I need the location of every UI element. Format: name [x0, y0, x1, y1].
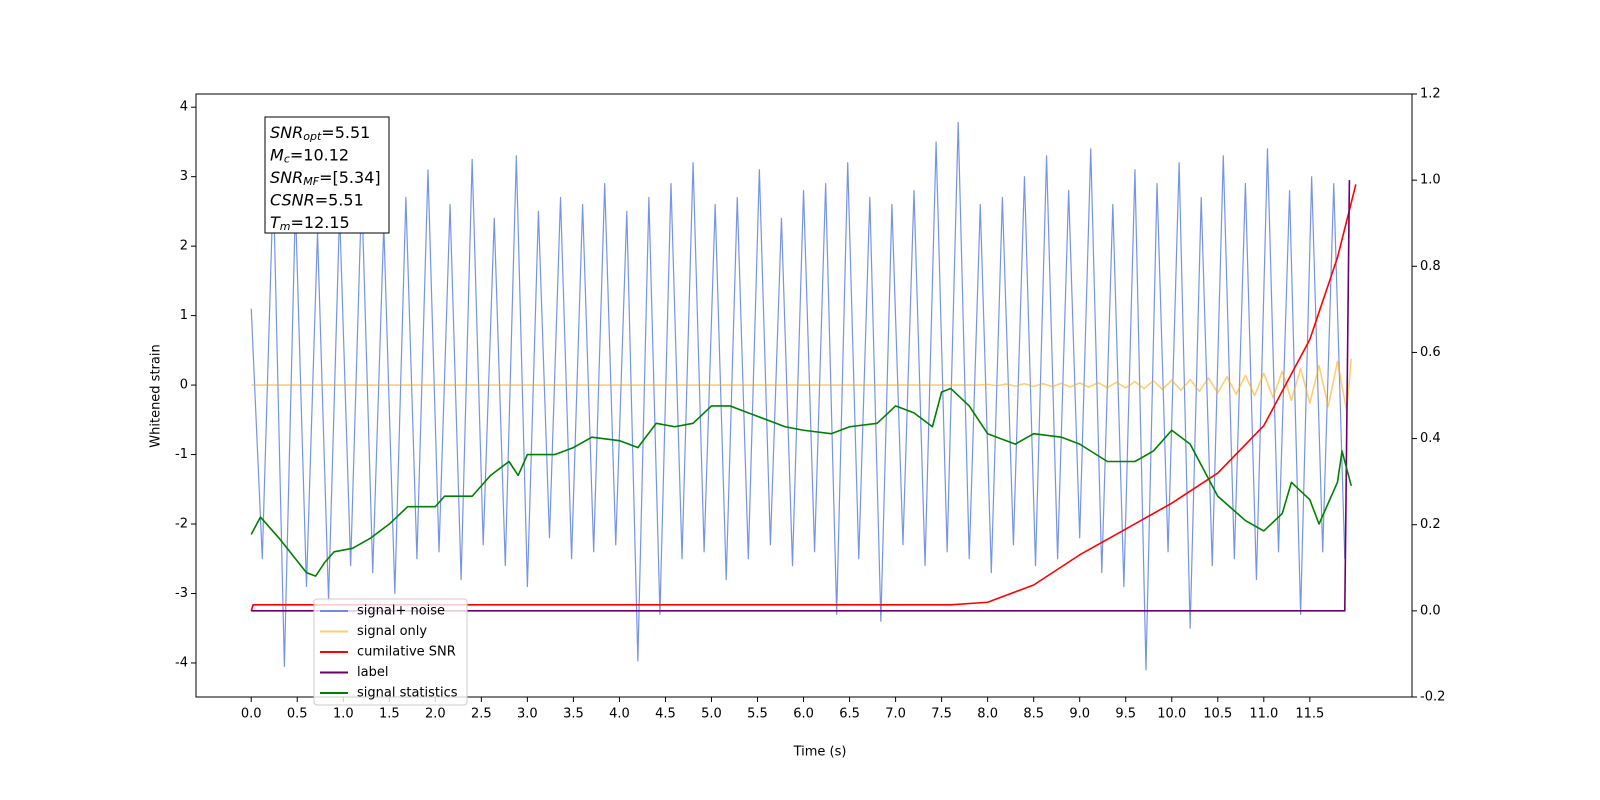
- annotation-value: =10.12: [290, 145, 349, 164]
- series-line: [250, 387, 1353, 577]
- x-tick-label: 6.5: [839, 707, 860, 722]
- annotation-symbol: SNR: [270, 123, 303, 142]
- y2-tick-label: 0.8: [1420, 259, 1441, 274]
- x-tick-label: 11.5: [1295, 707, 1324, 722]
- y-tick-label: -1: [175, 447, 188, 462]
- annotation-value: =12.15: [291, 213, 350, 232]
- x-tick-label: 2.0: [425, 707, 446, 722]
- x-tick-label: 3.5: [563, 707, 584, 722]
- annotation-subscript: c: [284, 153, 290, 166]
- series-line: [250, 184, 1357, 612]
- x-tick-label: 9.0: [1069, 707, 1090, 722]
- series-line: [251, 358, 1353, 412]
- annotation-line: Mc=10.12: [270, 145, 349, 166]
- x-tick-label: 1.0: [333, 707, 354, 722]
- x-tick-label: 6.0: [793, 707, 814, 722]
- x-tick-label: 8.0: [977, 707, 998, 722]
- annotation-line: CSNR=5.51: [270, 190, 364, 209]
- x-tick-label: 4.5: [655, 707, 676, 722]
- x-tick-label: 0.0: [241, 707, 262, 722]
- y-tick-label: -4: [175, 655, 188, 670]
- series-line: [251, 180, 1351, 612]
- x-tick-label: 10.0: [1157, 707, 1186, 722]
- y-tick-label: 3: [180, 169, 188, 184]
- annotation-line: SNRopt=5.51: [270, 123, 370, 144]
- x-tick-label: 1.5: [379, 707, 400, 722]
- annotation-symbol: M: [270, 145, 284, 164]
- x-tick-label: 7.5: [931, 707, 952, 722]
- x-tick-label: 8.5: [1023, 707, 1044, 722]
- legend-label: signal statistics: [357, 686, 458, 701]
- x-tick-label: 11.0: [1249, 707, 1278, 722]
- legend-label: signal only: [357, 624, 427, 639]
- annotation-value: =[5.34]: [319, 168, 381, 187]
- legend-label: label: [357, 665, 388, 680]
- annotation-subscript: MF: [303, 175, 319, 188]
- legend-box: [313, 598, 468, 706]
- y2-tick-label: 0.2: [1420, 517, 1441, 532]
- series-line: [250, 121, 1346, 671]
- x-tick-label: 9.5: [1115, 707, 1136, 722]
- x-axis-label: Time (s): [793, 745, 847, 760]
- legend: signal+ noise signal only cumilative SNR la…: [313, 598, 468, 706]
- y2-tick-label: 1.2: [1420, 87, 1441, 102]
- annotation-box: [264, 116, 390, 234]
- legend-label: cumilative SNR: [357, 645, 456, 660]
- y-axis-label: Whitened strain: [149, 344, 164, 447]
- x-tick-label: 5.0: [701, 707, 722, 722]
- annotation: SNRopt=5.51Mc=10.12SNRMF=[5.34]CSNR=5.51…: [264, 116, 390, 234]
- y2-tick-label: 1.0: [1420, 173, 1441, 188]
- y-tick-label: 1: [180, 308, 188, 323]
- x-tick-label: 2.5: [471, 707, 492, 722]
- y-tick-label: -3: [175, 586, 188, 601]
- annotation-symbol: T: [270, 213, 281, 232]
- y2-tick-label: 0.4: [1420, 431, 1441, 446]
- x-tick-label: 7.0: [885, 707, 906, 722]
- annotation-line: Tm=12.15: [270, 213, 350, 234]
- x-tick-label: 0.5: [287, 707, 308, 722]
- legend-label: signal+ noise: [357, 604, 445, 619]
- annotation-line: SNRMF=[5.34]: [270, 168, 381, 189]
- annotation-symbol: CSNR: [270, 190, 315, 209]
- annotation-value: =5.51: [315, 190, 364, 209]
- y-tick-label: -2: [175, 517, 188, 532]
- x-tick-label: 10.5: [1203, 707, 1232, 722]
- annotation-symbol: SNR: [270, 168, 303, 187]
- x-tick-label: 3.0: [517, 707, 538, 722]
- y-tick-label: 0: [180, 378, 188, 393]
- annotation-subscript: opt: [303, 130, 322, 143]
- y-tick-label: 2: [180, 239, 188, 254]
- y-tick-label: 4: [180, 100, 188, 115]
- annotation-value: =5.51: [321, 123, 370, 142]
- y2-tick-label: -0.2: [1420, 690, 1445, 705]
- y2-tick-label: 0.6: [1420, 345, 1441, 360]
- x-tick-label: 4.0: [609, 707, 630, 722]
- x-tick-label: 5.5: [747, 707, 768, 722]
- y2-tick-label: 0.0: [1420, 603, 1441, 618]
- annotation-subscript: m: [280, 220, 291, 233]
